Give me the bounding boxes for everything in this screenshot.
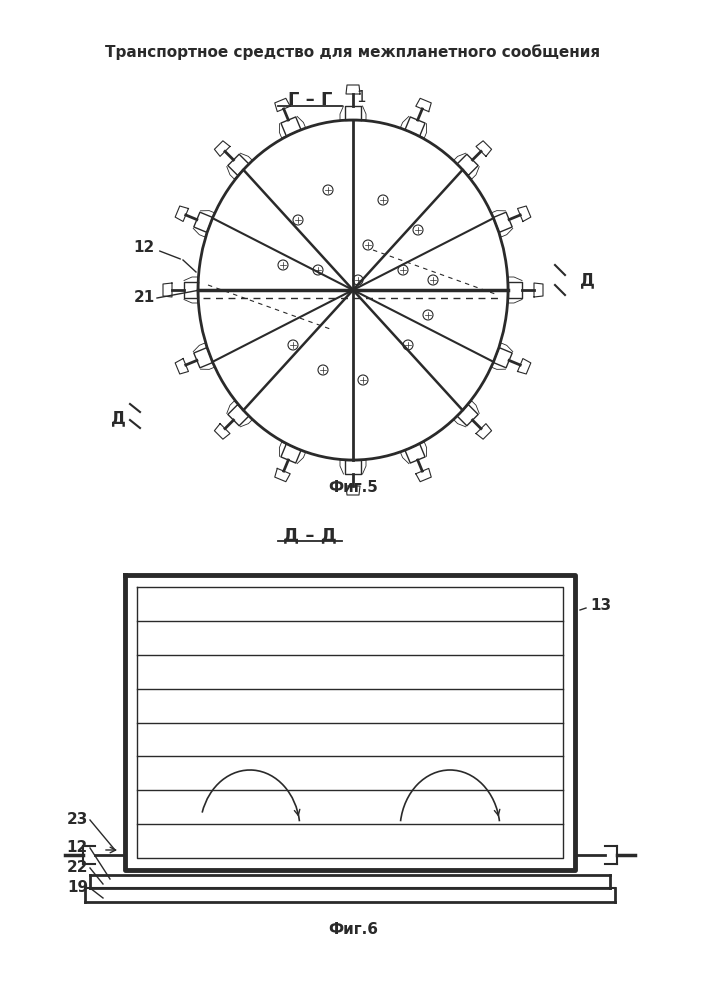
Text: 23: 23 <box>66 812 88 828</box>
Text: Фиг.6: Фиг.6 <box>328 922 378 938</box>
Text: Транспортное средство для межпланетного сообщения: Транспортное средство для межпланетного … <box>105 44 600 60</box>
Text: 12: 12 <box>66 840 88 856</box>
Text: 19: 19 <box>67 880 88 896</box>
Text: Фиг.5: Фиг.5 <box>328 481 378 495</box>
Text: 13: 13 <box>590 597 611 612</box>
Text: Г – Г: Г – Г <box>288 91 332 109</box>
Text: Д – Д: Д – Д <box>283 526 337 544</box>
Text: 21: 21 <box>134 290 155 306</box>
Text: 1: 1 <box>356 90 366 105</box>
Text: 12: 12 <box>134 240 155 255</box>
Text: Д: Д <box>580 271 595 289</box>
Text: 22: 22 <box>66 860 88 876</box>
Text: Д: Д <box>110 409 125 427</box>
